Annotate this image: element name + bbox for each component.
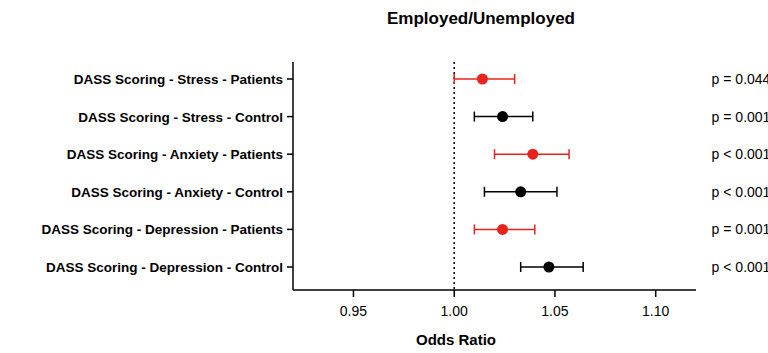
error-cap-upper (534, 224, 536, 234)
x-tick (453, 290, 455, 297)
error-cap-lower (520, 262, 522, 272)
x-tick-label: 1.10 (642, 303, 669, 319)
forest-row (521, 262, 583, 273)
error-cap-lower (474, 112, 476, 122)
p-value: p < 0.001 (712, 184, 768, 200)
x-tick (353, 290, 355, 297)
title: Employed/Unemployed (387, 9, 575, 28)
forest-row (495, 149, 570, 160)
error-cap-lower (484, 187, 486, 197)
error-cap-lower (474, 224, 476, 234)
point-estimate (543, 262, 554, 273)
y-tick (287, 229, 293, 231)
error-cap-upper (556, 187, 558, 197)
point-estimate (477, 74, 488, 85)
x-tick-label: 1.05 (541, 303, 568, 319)
error-cap-lower (453, 74, 455, 84)
p-value: p < 0.001 (712, 146, 768, 162)
forest-row (474, 224, 534, 235)
forest-row (474, 111, 532, 122)
forest-row (484, 186, 557, 197)
error-cap-upper (568, 149, 570, 159)
p-value: p = 0.001 (712, 221, 768, 237)
x-tick (554, 290, 556, 297)
error-cap-upper (582, 262, 584, 272)
point-estimate (497, 224, 508, 235)
point-estimate (527, 149, 538, 160)
error-cap-upper (514, 74, 516, 84)
category-label: DASS Scoring - Depression - Control (46, 260, 283, 275)
category-label: DASS Scoring - Depression - Patients (41, 222, 283, 237)
reference-line (453, 62, 455, 290)
forest-row (454, 74, 514, 85)
p-value: p = 0.001 (712, 109, 768, 125)
y-tick (287, 78, 293, 80)
p-value: p = 0.044 (712, 71, 768, 87)
point-estimate (515, 186, 526, 197)
x-tick-label: 1.00 (441, 303, 468, 319)
y-tick (287, 153, 293, 155)
x-tick-label: 0.95 (340, 303, 367, 319)
category-label: DASS Scoring - Stress - Patients (74, 72, 283, 87)
error-cap-lower (494, 149, 496, 159)
category-label: DASS Scoring - Anxiety - Control (71, 185, 283, 200)
error-cap-upper (532, 112, 534, 122)
y-tick (287, 116, 293, 118)
category-label: DASS Scoring - Stress - Control (78, 110, 283, 125)
y-tick (287, 266, 293, 268)
chart: Employed/Unemployed 0.95 1.00 1.05 1.10 Odds … (0, 0, 768, 353)
y-tick (287, 191, 293, 193)
x-tick (655, 290, 657, 297)
category-label: DASS Scoring - Anxiety - Patients (67, 147, 283, 162)
y-axis (292, 62, 294, 290)
p-value: p < 0.001 (712, 259, 768, 275)
x-axis-label: Odds Ratio (416, 331, 496, 348)
plot-area (454, 62, 583, 290)
point-estimate (497, 111, 508, 122)
